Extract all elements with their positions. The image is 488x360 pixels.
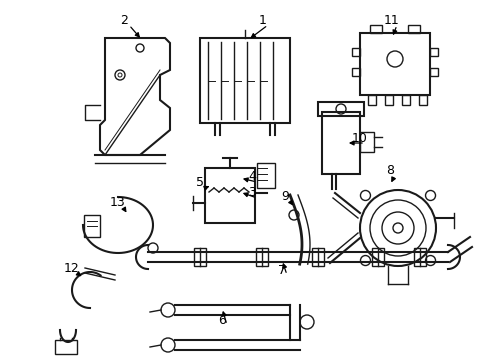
Bar bbox=[367, 95, 375, 105]
Bar bbox=[407, 25, 419, 33]
Text: 12: 12 bbox=[64, 261, 80, 274]
Text: 2: 2 bbox=[120, 13, 128, 27]
Bar bbox=[84, 215, 100, 237]
Bar bbox=[418, 95, 426, 105]
Bar bbox=[204, 168, 254, 223]
Bar bbox=[429, 68, 437, 76]
Text: 13: 13 bbox=[110, 195, 125, 208]
Bar bbox=[351, 68, 359, 76]
Bar bbox=[401, 95, 409, 105]
Bar bbox=[413, 248, 425, 266]
Text: 3: 3 bbox=[247, 186, 255, 199]
Text: 6: 6 bbox=[218, 314, 225, 327]
Bar bbox=[369, 25, 381, 33]
Bar bbox=[359, 33, 429, 95]
Bar bbox=[55, 340, 77, 354]
Bar bbox=[384, 95, 392, 105]
Text: 9: 9 bbox=[281, 189, 288, 202]
Bar bbox=[311, 248, 324, 266]
Bar bbox=[257, 163, 274, 188]
Text: 7: 7 bbox=[278, 264, 285, 276]
Text: 8: 8 bbox=[385, 163, 393, 176]
Bar bbox=[321, 112, 359, 174]
Text: 10: 10 bbox=[351, 131, 367, 144]
Bar bbox=[429, 48, 437, 56]
Bar bbox=[371, 248, 383, 266]
Bar bbox=[200, 38, 289, 123]
Text: 11: 11 bbox=[384, 13, 399, 27]
Bar bbox=[194, 248, 205, 266]
Text: 1: 1 bbox=[259, 13, 266, 27]
Bar bbox=[359, 132, 373, 152]
Bar bbox=[317, 102, 363, 116]
Bar bbox=[256, 248, 267, 266]
Text: 4: 4 bbox=[247, 171, 255, 184]
Text: 5: 5 bbox=[196, 176, 203, 189]
Bar bbox=[351, 48, 359, 56]
